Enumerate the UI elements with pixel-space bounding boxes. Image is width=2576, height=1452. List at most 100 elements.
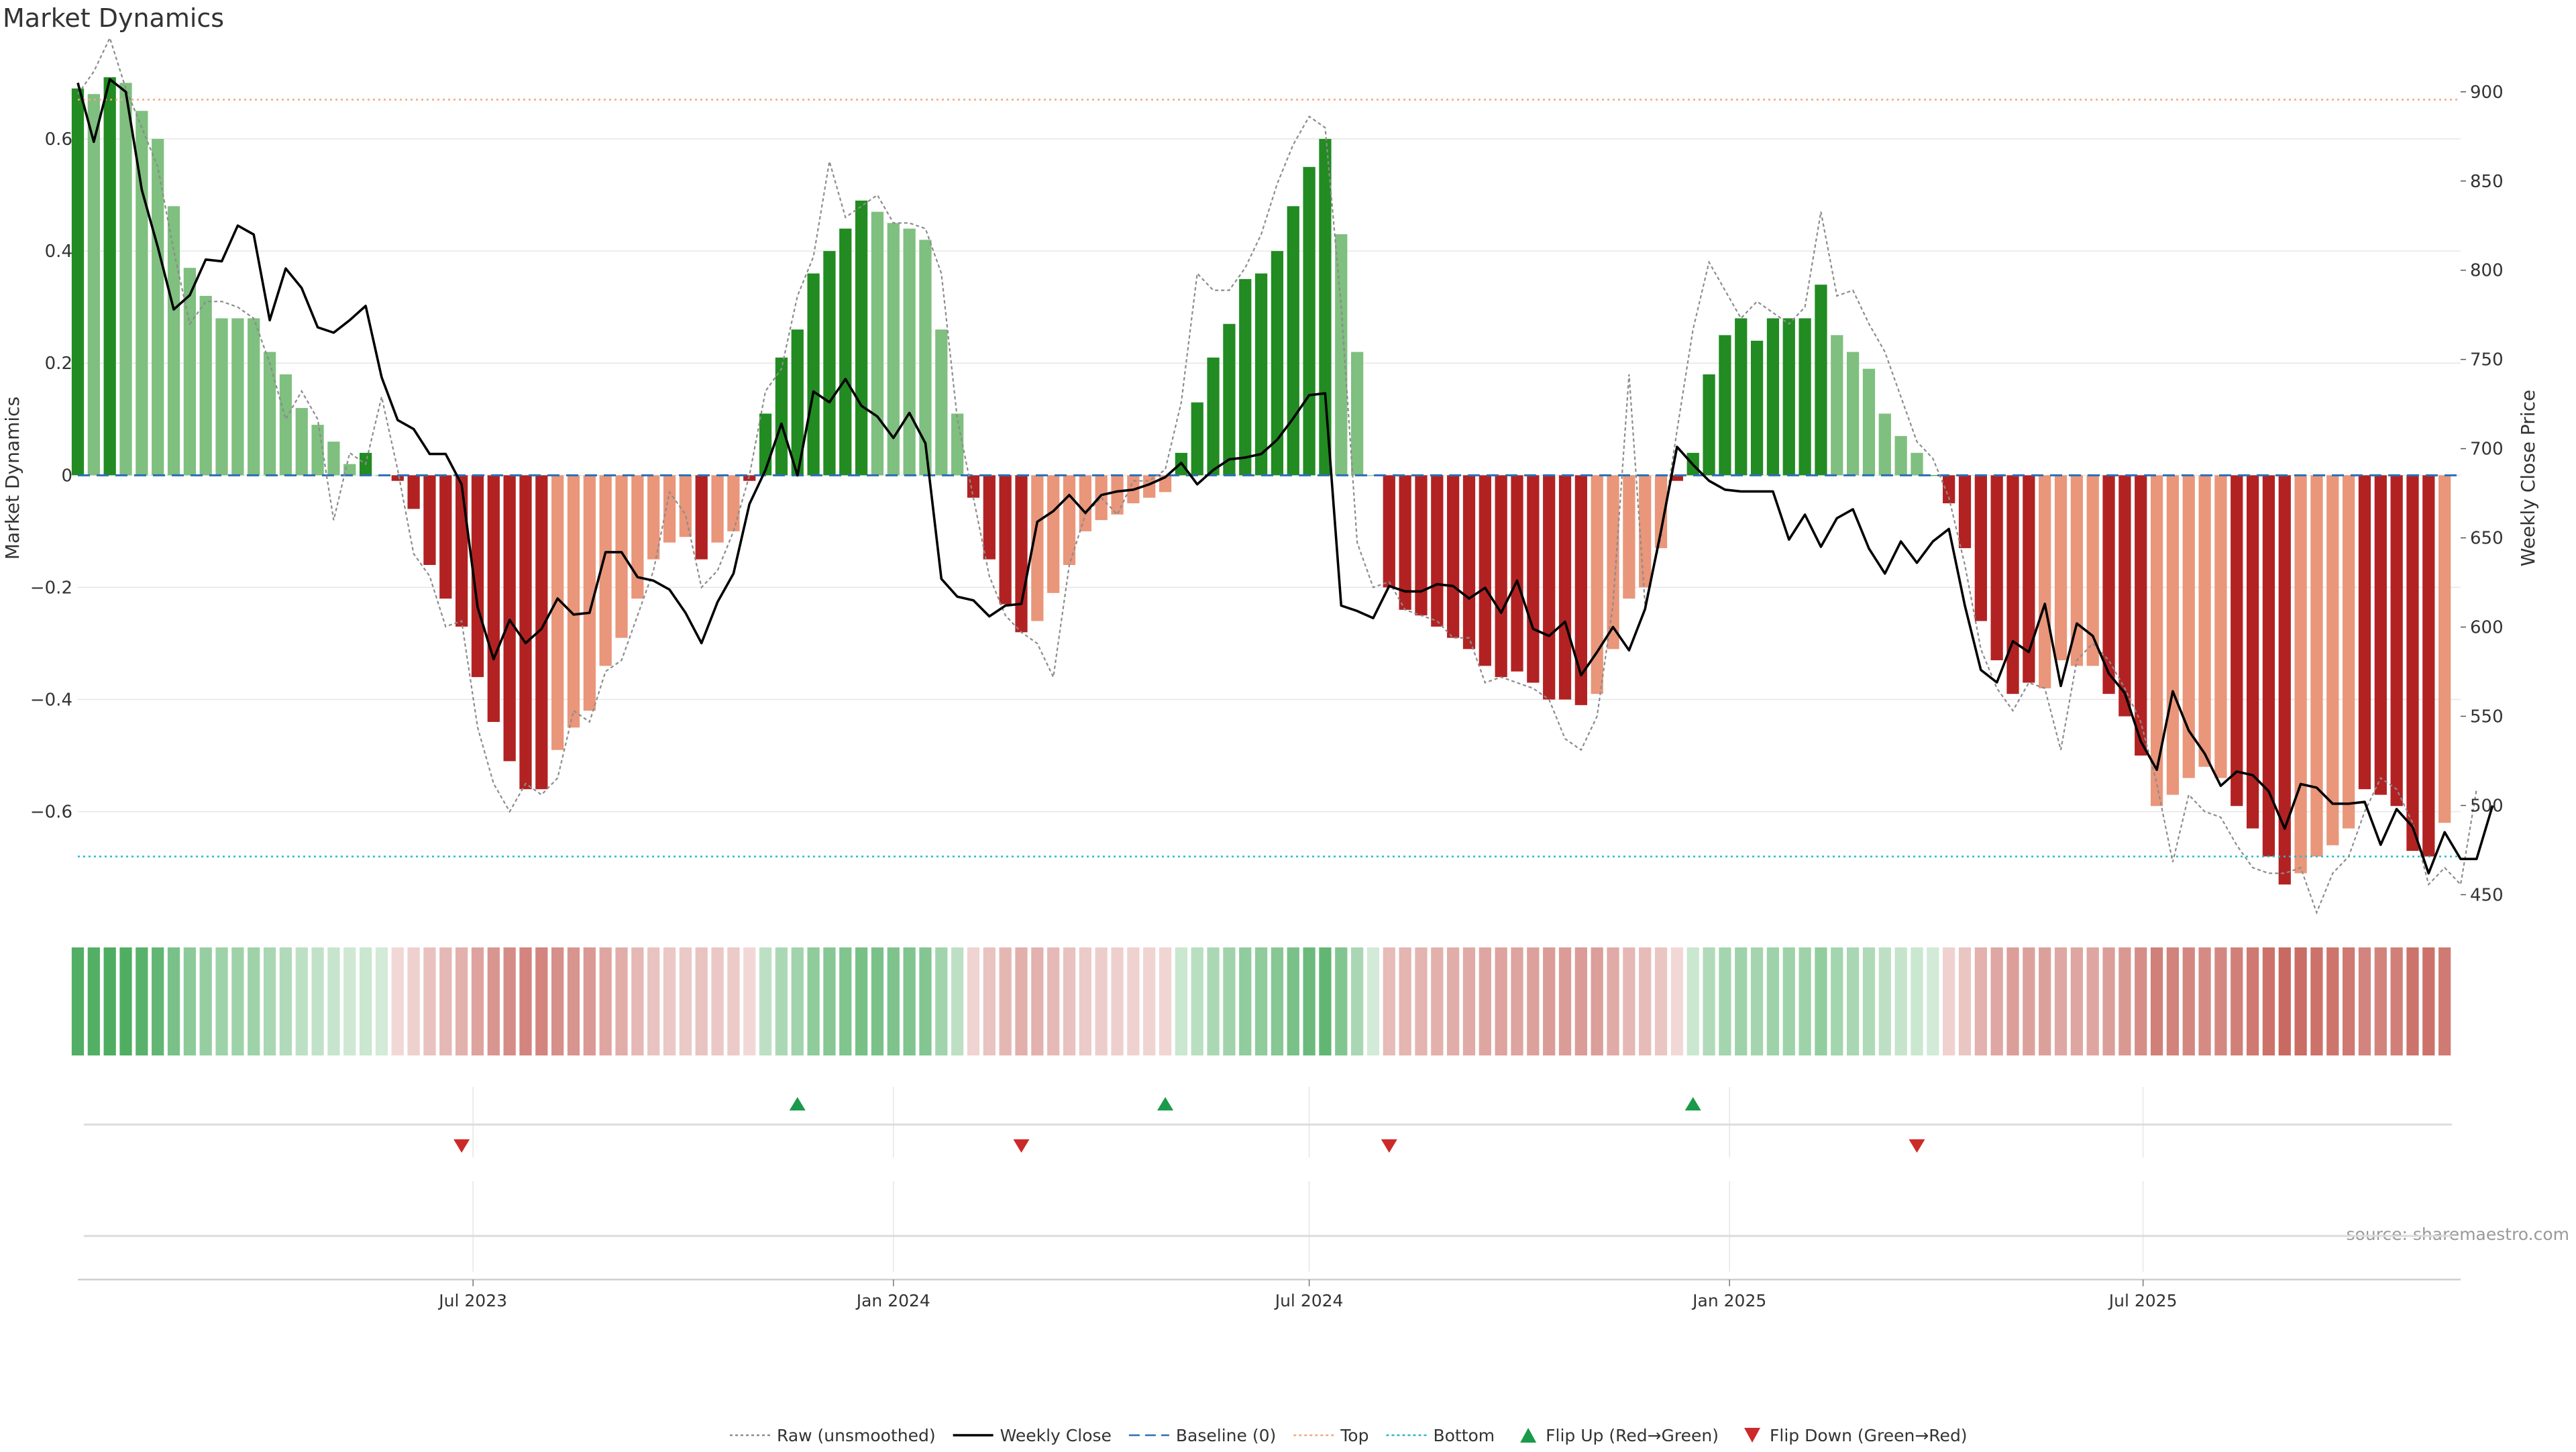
left-tick-label: −0.2 (30, 578, 72, 598)
flip-down-marker (1381, 1139, 1397, 1153)
regime-cell (1990, 947, 2003, 1055)
histogram-bar (1383, 475, 1395, 588)
histogram-bar (2135, 475, 2147, 756)
regime-cell (2326, 947, 2339, 1055)
regime-cell (1670, 947, 1684, 1055)
regime-cell (1958, 947, 1972, 1055)
regime-cell (1766, 947, 1780, 1055)
histogram-bar (551, 475, 564, 750)
regime-cell (903, 947, 916, 1055)
regime-cell (2135, 947, 2147, 1055)
x-tick-label: Jan 2024 (855, 1291, 930, 1310)
histogram-bar (1815, 284, 1827, 476)
histogram-bar (1735, 318, 1748, 476)
regime-cell (1223, 947, 1236, 1055)
flip-down-marker (1909, 1139, 1925, 1153)
regime-cell (1607, 947, 1619, 1055)
histogram-bar (2039, 475, 2051, 688)
regime-cell (2039, 947, 2051, 1055)
histogram-bar (967, 475, 980, 498)
histogram-bar (183, 268, 196, 476)
raw-series-line (77, 36, 2477, 915)
legend-item: Flip Down (Green→Red) (1744, 1426, 1968, 1445)
histogram-bar (295, 408, 308, 476)
histogram-bar (1031, 475, 1044, 621)
regime-cell (567, 947, 580, 1055)
histogram-bar (999, 475, 1012, 605)
flip-down-marker (1013, 1139, 1030, 1153)
histogram-bar (839, 228, 852, 476)
regime-cell (487, 947, 500, 1055)
reference-lines (78, 99, 2461, 858)
histogram-bar (1335, 234, 1348, 476)
histogram-bar (1654, 475, 1668, 548)
regime-cell (583, 947, 596, 1055)
histogram-bar (919, 240, 932, 476)
histogram-bar (823, 251, 836, 476)
legend-item: Top (1293, 1426, 1368, 1445)
histogram-bar (1254, 273, 1268, 476)
regime-cell (119, 947, 132, 1055)
regime-cell (695, 947, 708, 1055)
regime-cell (519, 947, 532, 1055)
histogram-bar (1543, 475, 1556, 700)
regime-cell (1511, 947, 1523, 1055)
histogram-bar (2246, 475, 2259, 829)
regime-cell (1175, 947, 1188, 1055)
histogram-bar (1623, 475, 1635, 599)
histogram-bar (1350, 352, 1364, 476)
regime-cell (1799, 947, 1811, 1055)
regime-cell (1254, 947, 1268, 1055)
histogram-bar (152, 139, 164, 476)
histogram-bar (1990, 475, 2003, 661)
histogram-bar (1719, 335, 1731, 476)
regime-cell (1159, 947, 1172, 1055)
histogram-bar (2326, 475, 2339, 845)
regime-cell (1063, 947, 1076, 1055)
regime-cell (919, 947, 932, 1055)
regime-cell (1319, 947, 1332, 1055)
regime-cell (2086, 947, 2099, 1055)
regime-cell (343, 947, 356, 1055)
regime-cell (647, 947, 660, 1055)
histogram-bar (711, 475, 724, 543)
histogram-bar (215, 318, 228, 476)
histogram-bar (1782, 318, 1795, 476)
histogram-bar (2070, 475, 2083, 666)
histogram-bar (423, 475, 436, 565)
x-tick-label: Jul 2025 (2108, 1291, 2178, 1310)
regime-cell (1143, 947, 1156, 1055)
regime-cell (1479, 947, 1491, 1055)
regime-cell (1703, 947, 1715, 1055)
legend-item: Raw (unsmoothed) (730, 1426, 936, 1445)
regime-cell (823, 947, 836, 1055)
histogram-bar (2054, 475, 2068, 661)
histogram-bar (1911, 452, 1923, 476)
histogram-bar (2214, 475, 2227, 778)
regime-cell (1574, 947, 1587, 1055)
regime-cell (152, 947, 164, 1055)
histogram-bar (871, 211, 884, 476)
regime-cell (471, 947, 484, 1055)
regime-cell (71, 947, 85, 1055)
regime-cell (711, 947, 724, 1055)
histogram-bar (1558, 475, 1572, 700)
histogram-bar (663, 475, 676, 543)
regime-cell (1399, 947, 1411, 1055)
regime-cell (2118, 947, 2131, 1055)
legend: Raw (unsmoothed) Weekly Close Baseline (0)… (730, 1426, 1968, 1445)
histogram-bar (2406, 475, 2419, 851)
histogram-bar (1207, 357, 1220, 476)
histogram-bar (1766, 318, 1780, 476)
right-axis-label: Weekly Close Price (2517, 390, 2539, 566)
regime-cell (2150, 947, 2163, 1055)
regime-cell (311, 947, 324, 1055)
histogram-bar (1831, 335, 1843, 476)
regime-cell (631, 947, 644, 1055)
histogram-bar (647, 475, 660, 560)
regime-cell (1591, 947, 1603, 1055)
right-tick-label: 450 (2470, 885, 2504, 905)
regime-cell (679, 947, 692, 1055)
histogram-bar (2118, 475, 2131, 717)
